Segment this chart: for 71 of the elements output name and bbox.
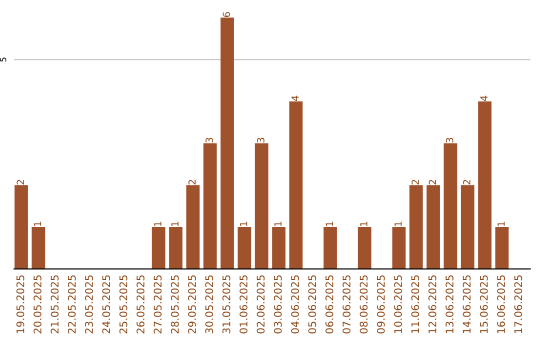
data-label: 1 — [154, 222, 162, 226]
bar — [186, 185, 200, 269]
bar — [152, 227, 166, 269]
data-label: 1 — [274, 222, 282, 226]
x-tick-label: 20.05.2025 — [34, 275, 42, 334]
bar — [460, 185, 474, 269]
data-label: 2 — [428, 180, 436, 184]
x-tick-label: 14.06.2025 — [462, 275, 471, 333]
bar — [324, 227, 337, 269]
bar — [169, 227, 182, 269]
data-label: 1 — [498, 222, 505, 226]
data-label: 1 — [240, 222, 248, 226]
data-label: 2 — [463, 180, 470, 184]
x-tick-label: 11.06.2025 — [411, 275, 420, 333]
data-label: 3 — [446, 138, 454, 143]
x-tick-label: 30.05.2025 — [205, 275, 214, 334]
data-label: 2 — [16, 180, 24, 184]
x-tick-label: 27.05.2025 — [154, 275, 162, 334]
data-label: 4 — [480, 96, 488, 101]
x-tick-label: 05.06.2025 — [308, 275, 316, 334]
x-tick-label: 23.05.2025 — [85, 275, 93, 334]
data-label: 1 — [326, 222, 333, 226]
data-label: 2 — [188, 180, 196, 184]
x-tick-label: 29.05.2025 — [188, 275, 196, 334]
x-tick-label: 12.06.2025 — [428, 275, 436, 333]
data-label: 3 — [257, 138, 264, 143]
x-tick-label: 26.05.2025 — [136, 275, 144, 334]
x-tick-label: 17.06.2025 — [514, 275, 522, 333]
data-label: 1 — [34, 222, 42, 226]
x-tick-label: 01.06.2025 — [240, 275, 248, 334]
x-tick-label: 07.06.2025 — [342, 275, 350, 334]
data-label: 2 — [412, 180, 419, 184]
data-label: 3 — [206, 138, 213, 143]
x-tick-label: 13.06.2025 — [446, 275, 454, 333]
x-tick-label: 28.05.2025 — [170, 275, 179, 334]
x-tick-label: 03.06.2025 — [274, 275, 282, 334]
bar — [392, 227, 406, 269]
bar — [358, 227, 372, 269]
data-label: 1 — [360, 222, 368, 226]
x-tick-label: 02.06.2025 — [256, 275, 265, 334]
bar — [272, 227, 286, 269]
bar — [254, 143, 268, 269]
x-tick-label: 10.06.2025 — [394, 275, 402, 333]
x-tick-label: 24.05.2025 — [102, 275, 110, 334]
x-tick-label: 16.06.2025 — [497, 275, 505, 333]
bar — [495, 227, 509, 269]
x-tick-label: 04.06.2025 — [291, 275, 299, 334]
bar — [444, 143, 458, 269]
x-tick-label: 19.05.2025 — [16, 275, 24, 333]
bar — [32, 227, 46, 269]
bar — [426, 185, 440, 269]
data-label: 6 — [222, 12, 230, 17]
x-tick-label: 22.05.2025 — [68, 275, 76, 334]
x-tick-label: 06.06.2025 — [325, 275, 334, 334]
x-tick-label: 08.06.2025 — [360, 275, 368, 334]
bar — [478, 101, 492, 269]
x-tick-label: 21.05.2025 — [50, 275, 59, 334]
ref-line-label: 5 — [0, 58, 6, 62]
bar — [238, 227, 252, 269]
x-tick-label: 31.05.2025 — [222, 275, 230, 334]
data-label: 1 — [171, 222, 178, 226]
x-tick-label: 09.06.2025 — [376, 275, 385, 334]
bar — [409, 185, 423, 269]
bar — [220, 18, 234, 269]
bar — [14, 185, 28, 269]
bar — [203, 143, 217, 269]
data-label: 4 — [292, 96, 299, 101]
data-label: 1 — [394, 222, 402, 226]
bar — [289, 101, 303, 269]
x-tick-label: 15.06.2025 — [480, 275, 488, 333]
x-tick-label: 25.05.2025 — [119, 275, 128, 334]
